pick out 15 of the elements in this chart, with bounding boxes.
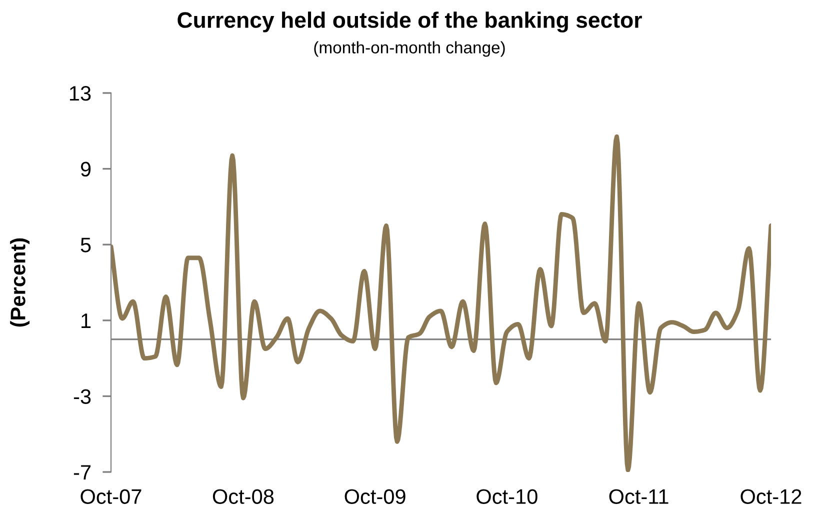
x-tick-label: Oct-12 xyxy=(740,489,802,504)
y-axis-title: (Percent) xyxy=(10,238,30,327)
chart-title: Currency held outside of the banking sector xyxy=(178,12,642,32)
chart-subtitle: (month-on-month change) xyxy=(314,41,505,57)
x-tick-label: Oct-09 xyxy=(344,489,406,504)
y-tick-label: -3 xyxy=(74,389,91,404)
x-tick-label: Oct-10 xyxy=(476,489,538,504)
y-tick-label: 1 xyxy=(82,314,91,328)
x-tick-label: Oct-08 xyxy=(212,489,274,504)
y-tick-label: 5 xyxy=(80,238,91,252)
x-tick-label: Oct-07 xyxy=(80,489,142,504)
x-tick-label: Oct-11 xyxy=(609,489,668,504)
y-tick-label: 13 xyxy=(70,86,91,101)
y-tick-label: -7 xyxy=(74,465,91,480)
y-tick-label: 9 xyxy=(80,162,91,177)
